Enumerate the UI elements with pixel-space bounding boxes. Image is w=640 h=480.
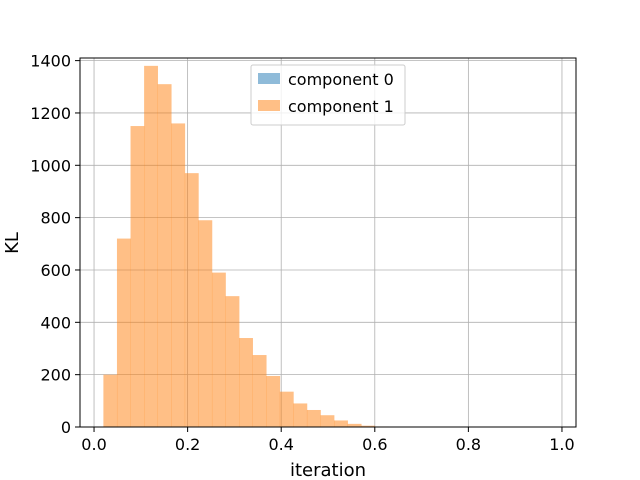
bar-component-1	[116, 238, 131, 427]
bar-component-1	[320, 415, 335, 427]
y-tick-label: 0	[61, 418, 71, 437]
y-tick-label: 200	[40, 366, 71, 385]
bar-component-1	[252, 355, 267, 427]
bar-component-1	[103, 374, 118, 427]
legend-swatch-component-0	[258, 73, 280, 84]
legend: component 0 component 1	[250, 64, 406, 126]
legend-swatch-component-1	[258, 100, 280, 111]
y-axis-label: KL	[2, 232, 23, 254]
bar-component-1	[211, 272, 226, 427]
plot-frame	[79, 57, 577, 428]
bar-component-1	[347, 423, 362, 427]
x-tick-label: 0.4	[268, 435, 293, 454]
bar-component-1	[198, 220, 213, 427]
bar-component-1	[334, 420, 348, 427]
bar-component-1	[157, 84, 172, 427]
legend-box	[250, 64, 406, 126]
y-axis-ticks: 0 200 400 600 800 1000 1200 1400	[30, 52, 80, 437]
bar-component-1	[361, 425, 376, 427]
bar-component-1	[279, 391, 294, 427]
bar-component-1	[171, 123, 186, 427]
bars	[103, 65, 389, 428]
y-tick-label: 1000	[30, 156, 71, 175]
legend-label-component-0: component 0	[288, 70, 394, 89]
legend-label-component-1: component 1	[288, 97, 394, 116]
x-axis-ticks: 0.0 0.2 0.4 0.6 0.8 1.0	[81, 427, 575, 454]
bar-component-1	[184, 173, 199, 427]
bar-component-1	[144, 65, 158, 427]
y-tick-label: 400	[40, 313, 71, 332]
x-tick-label: 0.0	[81, 435, 106, 454]
bar-component-1	[293, 403, 308, 427]
x-tick-label: 0.6	[362, 435, 387, 454]
bar-component-1	[225, 296, 240, 427]
x-axis-label: iteration	[290, 460, 366, 480]
bar-component-1	[266, 375, 281, 427]
x-tick-label: 1.0	[549, 435, 574, 454]
x-tick-label: 0.8	[456, 435, 481, 454]
y-tick-label: 1400	[30, 52, 71, 71]
bar-component-1	[306, 409, 321, 427]
y-tick-label: 600	[40, 261, 71, 280]
y-tick-label: 800	[40, 209, 71, 228]
bar-component-1	[239, 338, 253, 427]
y-tick-label: 1200	[30, 104, 71, 123]
x-tick-label: 0.2	[175, 435, 200, 454]
bar-component-1	[130, 126, 145, 428]
